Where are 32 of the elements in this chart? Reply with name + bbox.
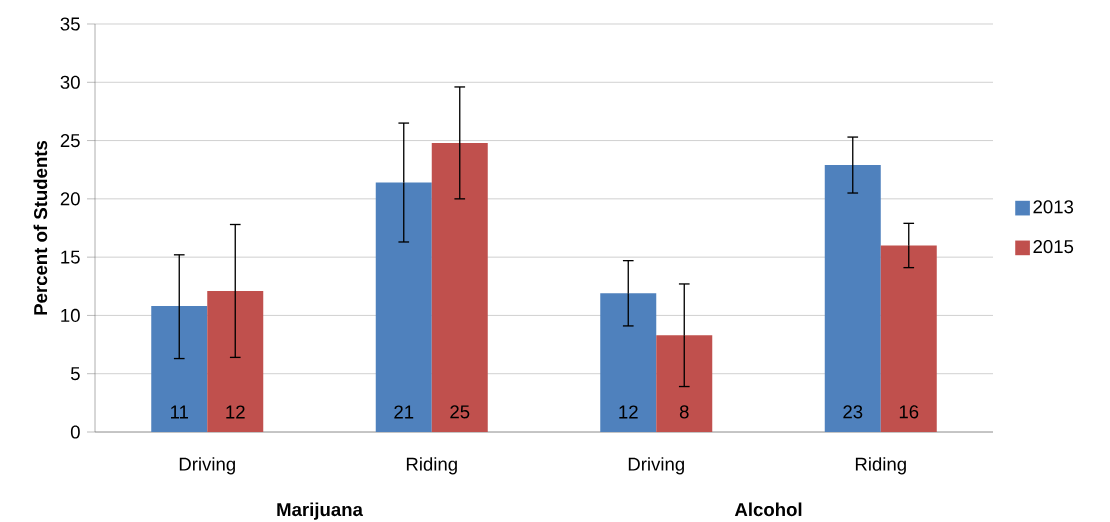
y-tick-label: 30 <box>60 75 80 89</box>
bar <box>431 142 488 432</box>
data-label: 16 <box>899 405 919 419</box>
bar <box>824 165 881 432</box>
x-tick-label: Driving <box>179 457 235 475</box>
y-tick-label: 10 <box>61 308 80 323</box>
data-label: 25 <box>450 405 470 419</box>
x-tick-label: Riding <box>855 457 906 475</box>
y-tick-label: 5 <box>70 367 80 381</box>
bar <box>375 182 432 432</box>
y-tick-label: 0 <box>70 425 80 439</box>
y-tick-label: 20 <box>60 192 80 206</box>
bar <box>207 290 264 432</box>
data-label: 12 <box>226 405 245 419</box>
bar <box>600 293 657 432</box>
data-label: 21 <box>394 405 414 419</box>
y-tick-label: 35 <box>60 17 80 31</box>
data-label: 8 <box>679 405 689 419</box>
y-axis-title: Percent of Students <box>33 140 48 315</box>
data-label: 23 <box>843 405 863 419</box>
x-tick-label: Riding <box>406 457 457 475</box>
bar <box>880 245 937 432</box>
text: Marijuana <box>277 502 364 520</box>
y-tick-label: 15 <box>61 250 80 264</box>
bar <box>151 306 208 432</box>
y-tick-label: 25 <box>60 133 80 148</box>
text: Alcohol <box>734 502 802 517</box>
data-label: 12 <box>619 405 638 419</box>
legend-label: 2013 <box>1033 200 1074 214</box>
legend-label: 2015 <box>1033 239 1074 254</box>
x-tick-label: Driving <box>628 457 684 475</box>
data-label: 11 <box>171 405 188 419</box>
